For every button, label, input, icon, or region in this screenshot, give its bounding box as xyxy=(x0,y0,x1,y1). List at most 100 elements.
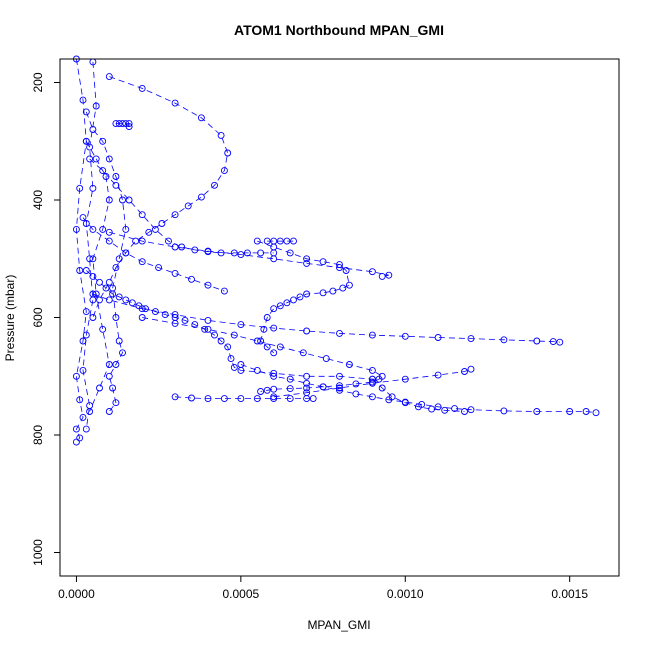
data-point xyxy=(112,399,120,407)
y-tick-label: 1000 xyxy=(31,539,45,566)
data-point xyxy=(115,337,123,345)
data-point xyxy=(105,73,113,81)
data-point xyxy=(204,316,212,324)
data-point xyxy=(566,408,574,415)
data-point xyxy=(263,237,271,245)
data-point xyxy=(303,259,311,267)
data-point xyxy=(270,324,278,332)
data-point xyxy=(263,386,271,394)
data-point xyxy=(336,264,343,272)
data-point xyxy=(72,225,80,233)
data-point xyxy=(201,325,209,333)
data-point xyxy=(260,325,268,333)
data-point xyxy=(76,267,84,274)
series-15 xyxy=(270,365,475,401)
series-17 xyxy=(82,137,113,415)
data-point xyxy=(115,293,123,301)
data-point xyxy=(451,405,459,413)
data-point xyxy=(102,284,110,292)
y-tick-label: 800 xyxy=(31,425,45,445)
data-point xyxy=(592,409,600,417)
data-point xyxy=(89,255,97,263)
series-line xyxy=(82,61,97,430)
data-point xyxy=(151,225,159,233)
data-point xyxy=(122,296,130,304)
data-point xyxy=(92,290,100,298)
data-point xyxy=(414,403,422,411)
data-point xyxy=(188,275,195,283)
series-line xyxy=(92,76,229,318)
data-point xyxy=(276,237,284,245)
data-point xyxy=(119,196,126,204)
data-point xyxy=(105,228,113,236)
data-point xyxy=(102,173,110,180)
series-line xyxy=(92,293,560,343)
data-point xyxy=(237,321,245,329)
series-line xyxy=(257,240,350,354)
data-point xyxy=(82,267,90,274)
data-point xyxy=(263,343,271,351)
data-point xyxy=(500,407,508,415)
series-8 xyxy=(253,237,353,357)
x-tick-label: 0.0015 xyxy=(551,587,588,601)
data-point xyxy=(368,379,376,387)
series-2 xyxy=(79,58,100,433)
series-10 xyxy=(89,290,564,346)
data-point xyxy=(224,149,232,157)
data-point xyxy=(105,196,113,204)
series-line xyxy=(75,58,87,443)
data-point xyxy=(303,327,311,335)
data-point xyxy=(82,331,90,339)
y-axis-label: Pressure (mbar) xyxy=(3,275,17,362)
data-point xyxy=(230,249,238,257)
data-point xyxy=(220,395,228,403)
data-point xyxy=(79,214,87,222)
data-point xyxy=(79,413,87,421)
data-point xyxy=(204,281,212,289)
series-3 xyxy=(82,108,130,415)
data-point xyxy=(286,385,294,393)
data-point xyxy=(345,361,353,368)
data-point xyxy=(263,314,271,321)
data-point xyxy=(283,237,291,245)
series-line xyxy=(82,217,225,292)
data-point xyxy=(217,249,225,257)
data-point xyxy=(92,102,100,110)
data-point xyxy=(368,268,376,276)
data-point xyxy=(82,108,90,116)
data-point xyxy=(86,155,94,163)
data-point xyxy=(99,325,107,333)
data-point xyxy=(303,372,311,380)
series-line xyxy=(109,231,389,277)
data-points xyxy=(72,55,600,446)
data-point xyxy=(582,408,590,415)
data-point xyxy=(82,425,90,433)
data-point xyxy=(128,299,136,307)
data-point xyxy=(368,331,376,339)
data-point xyxy=(388,393,396,401)
data-point xyxy=(138,314,146,321)
data-point xyxy=(309,395,317,403)
data-point xyxy=(155,264,163,272)
x-tick-label: 0.0005 xyxy=(223,587,260,601)
data-point xyxy=(204,395,212,403)
data-point xyxy=(368,375,376,383)
data-point xyxy=(217,337,225,345)
data-point xyxy=(345,281,353,289)
data-point xyxy=(125,120,133,128)
series-9 xyxy=(138,314,386,395)
y-tick-label: 600 xyxy=(31,307,45,327)
data-point xyxy=(270,305,278,313)
data-point xyxy=(79,96,87,104)
y-tick-label: 400 xyxy=(31,190,45,210)
series-7 xyxy=(86,155,278,257)
data-point xyxy=(122,249,130,257)
data-point xyxy=(105,155,113,163)
data-point xyxy=(197,114,205,122)
data-point xyxy=(138,211,146,219)
data-point xyxy=(283,299,291,307)
data-point xyxy=(270,372,278,380)
data-point xyxy=(378,384,386,392)
data-point xyxy=(378,272,386,280)
data-point xyxy=(89,225,97,233)
